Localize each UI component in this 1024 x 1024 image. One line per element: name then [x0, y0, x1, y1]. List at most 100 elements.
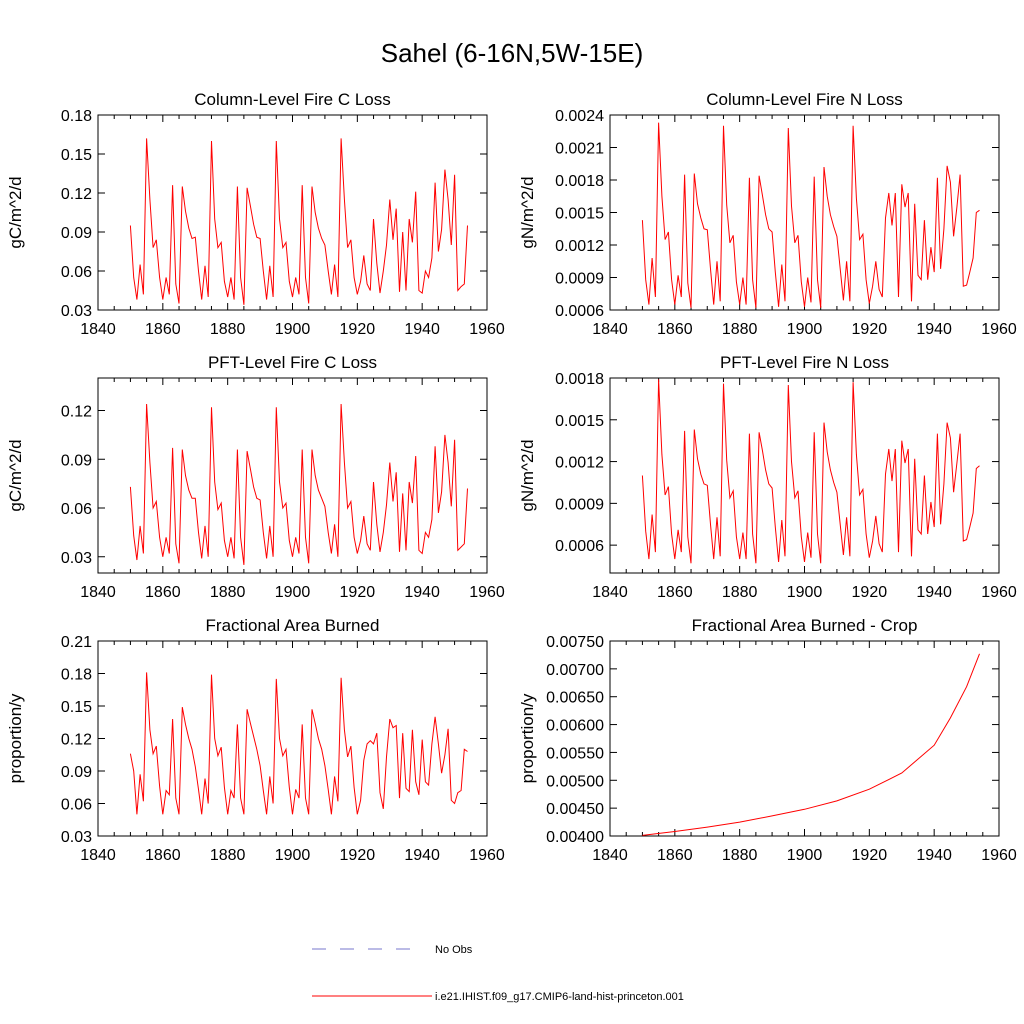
y-tick-label: 0.00500 [546, 773, 604, 790]
x-tick-label: 1900 [275, 847, 311, 864]
x-tick-label: 1840 [80, 847, 116, 864]
y-tick-label: 0.0024 [555, 108, 604, 125]
y-tick-label: 0.00650 [546, 690, 604, 707]
panel-1: 1840 1860 1880 1900 1920 1940 1960 0.0006 0.0009… [518, 90, 1017, 338]
y-tick-label: 0.00700 [546, 662, 604, 679]
y-axis-label: gN/m^2/d [518, 439, 537, 511]
y-tick-label: 0.0015 [555, 413, 604, 430]
y-tick-label: 0.18 [61, 667, 92, 684]
y-tick-label: 0.18 [61, 108, 92, 125]
x-tick-label: 1860 [145, 847, 181, 864]
x-tick-label: 1860 [657, 321, 693, 338]
y-tick-label: 0.00550 [546, 745, 604, 762]
plot-frame [97, 640, 488, 837]
plot-frame [609, 114, 1000, 311]
y-tick-label: 0.21 [61, 634, 92, 651]
x-tick-label: 1940 [404, 321, 440, 338]
x-tick-label: 1900 [275, 584, 311, 601]
subplot-title: Column-Level Fire N Loss [706, 90, 903, 109]
y-tick-label: 0.06 [61, 264, 92, 281]
y-tick-label: 0.0015 [555, 206, 604, 223]
y-tick-label: 0.0018 [555, 371, 604, 388]
x-tick-label: 1900 [275, 321, 311, 338]
panel-0: 1840 1860 1880 1900 1920 1940 1960 0.03 0.06 0.09… [6, 90, 505, 338]
series-line-0 [129, 672, 468, 815]
legend-label-no-obs: No Obs [435, 944, 473, 956]
series-line-0 [129, 138, 468, 305]
x-tick-label: 1920 [852, 584, 888, 601]
x-tick-label: 1900 [787, 847, 823, 864]
x-tick-label: 1940 [916, 584, 952, 601]
figure-title: Sahel (6-16N,5W-15E) [380, 38, 644, 68]
subplot-title: PFT-Level Fire C Loss [208, 353, 377, 372]
plot-frame [609, 640, 1000, 837]
x-tick-label: 1920 [340, 584, 376, 601]
legend-label-model: i.e21.IHIST.f09_g17.CMIP6-land-hist-prin… [435, 991, 684, 1003]
y-tick-label: 0.0012 [555, 238, 604, 255]
x-tick-label: 1920 [852, 847, 888, 864]
y-tick-label: 0.0021 [555, 141, 604, 158]
y-axis-label: gC/m^2/d [6, 439, 25, 511]
panel-3: 1840 1860 1880 1900 1920 1940 1960 0.0006 0.0009… [518, 353, 1017, 601]
x-tick-label: 1900 [787, 321, 823, 338]
y-tick-label: 0.15 [61, 699, 92, 716]
series-line-0 [642, 653, 980, 836]
plot-frame [97, 114, 488, 311]
x-tick-label: 1960 [469, 321, 505, 338]
subplot-title: Fractional Area Burned [206, 616, 380, 635]
y-tick-label: 0.03 [61, 303, 92, 320]
y-tick-label: 0.0012 [555, 455, 604, 472]
x-tick-label: 1880 [210, 321, 246, 338]
x-tick-label: 1920 [852, 321, 888, 338]
x-tick-label: 1940 [404, 847, 440, 864]
y-tick-label: 0.09 [61, 452, 92, 469]
plot-frame [609, 377, 1000, 574]
y-tick-label: 0.09 [61, 225, 92, 242]
y-tick-label: 0.12 [61, 186, 92, 203]
x-tick-label: 1940 [916, 321, 952, 338]
x-tick-label: 1960 [981, 847, 1017, 864]
y-axis-label: gC/m^2/d [6, 176, 25, 248]
panel-4: 1840 1860 1880 1900 1920 1940 1960 0.03 0.06 0.09… [6, 616, 505, 864]
y-tick-label: 0.12 [61, 404, 92, 421]
x-tick-label: 1960 [981, 321, 1017, 338]
subplot-title: Column-Level Fire C Loss [194, 90, 391, 109]
x-tick-label: 1840 [592, 584, 628, 601]
y-axis-label: proportion/y [518, 693, 537, 783]
y-tick-label: 0.09 [61, 764, 92, 781]
x-tick-label: 1880 [210, 584, 246, 601]
x-tick-label: 1860 [657, 584, 693, 601]
series-line-0 [641, 379, 980, 564]
x-tick-label: 1880 [722, 321, 758, 338]
x-tick-label: 1940 [404, 584, 440, 601]
series-line-0 [129, 403, 468, 565]
x-tick-label: 1840 [80, 584, 116, 601]
x-tick-label: 1900 [787, 584, 823, 601]
x-tick-label: 1880 [722, 847, 758, 864]
x-tick-label: 1960 [981, 584, 1017, 601]
series-line-0 [641, 122, 980, 308]
y-tick-label: 0.0009 [555, 496, 604, 513]
y-tick-label: 0.03 [61, 550, 92, 567]
y-tick-label: 0.00750 [546, 634, 604, 651]
x-tick-label: 1920 [340, 847, 376, 864]
x-tick-label: 1840 [592, 847, 628, 864]
x-tick-label: 1920 [340, 321, 376, 338]
x-tick-label: 1960 [469, 847, 505, 864]
y-tick-label: 0.0006 [555, 303, 604, 320]
x-tick-label: 1840 [80, 321, 116, 338]
y-tick-label: 0.00400 [546, 829, 604, 846]
y-tick-label: 0.0009 [555, 271, 604, 288]
y-tick-label: 0.06 [61, 501, 92, 518]
panel-2: 1840 1860 1880 1900 1920 1940 1960 0.03 0.06 0.09… [6, 353, 505, 601]
x-tick-label: 1860 [657, 847, 693, 864]
y-tick-label: 0.03 [61, 829, 92, 846]
x-tick-label: 1940 [916, 847, 952, 864]
panel-5: 1840 1860 1880 1900 1920 1940 1960 0.00400 0.004… [518, 616, 1017, 864]
x-tick-label: 1960 [469, 584, 505, 601]
x-tick-label: 1860 [145, 584, 181, 601]
y-tick-label: 0.12 [61, 732, 92, 749]
legend: No Obs i.e21.IHIST.f09_g17.CMIP6-land-hi… [312, 944, 684, 1003]
plot-frame [97, 377, 488, 574]
